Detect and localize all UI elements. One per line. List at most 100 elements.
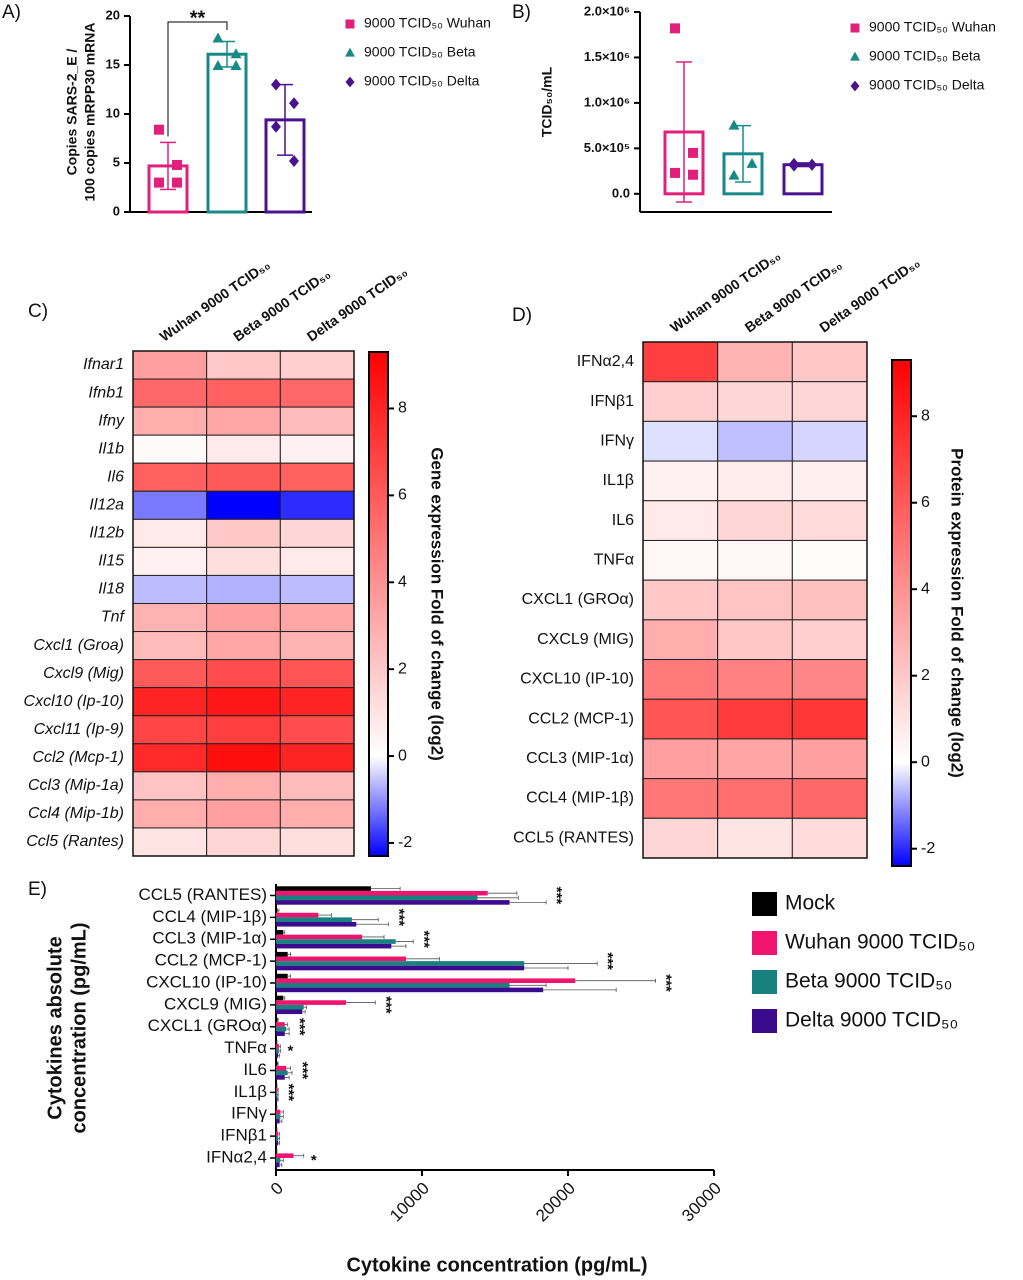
- heatmap-cell: [279, 434, 355, 464]
- bar: [276, 1031, 285, 1036]
- legend-swatch: [752, 892, 777, 916]
- point: [688, 169, 698, 180]
- point: [230, 59, 242, 70]
- y-tick-label: 5.0×10⁵: [584, 140, 630, 155]
- y-tick-label: 2.0×10⁶: [584, 3, 630, 18]
- row-label: Ifny: [98, 412, 125, 429]
- heatmap-cell: [642, 341, 719, 383]
- row-label: IL1β: [603, 472, 634, 489]
- y-tick-label: 1.0×10⁶: [584, 94, 630, 109]
- heatmap-cell: [132, 546, 208, 576]
- heatmap-cell: [642, 500, 719, 541]
- heatmap-cell: [279, 799, 355, 829]
- significance-label: ***: [599, 952, 616, 970]
- heatmap-cell: [206, 574, 281, 605]
- heatmap-cell: [717, 539, 793, 581]
- heatmap-cell: [717, 381, 793, 422]
- heatmap-cell: [206, 687, 281, 717]
- bar: [276, 1096, 278, 1102]
- y-tick-label: CXCL1 (GROα): [148, 1016, 267, 1035]
- heatmap-cell: [642, 619, 719, 661]
- bar: [276, 1083, 277, 1088]
- heatmap-cell: [791, 381, 868, 422]
- bar: [276, 895, 478, 901]
- x-tick-label: 20000: [532, 1179, 579, 1226]
- point: [670, 23, 680, 34]
- row-label: Ccl5 (Rantes): [26, 833, 124, 850]
- heatmap-cell: [791, 619, 868, 661]
- heatmap-cell: [206, 434, 281, 464]
- heatmap-cell: [206, 350, 281, 380]
- bar: [276, 908, 278, 913]
- legend-label: 9000 TCID₅₀ Wuhan: [869, 19, 996, 35]
- bar: [276, 961, 525, 966]
- heatmap-cell: [206, 799, 281, 829]
- heatmap-cell: [132, 715, 208, 745]
- significance-label: ***: [548, 887, 565, 905]
- heatmap-cell: [717, 778, 793, 819]
- point: [728, 169, 740, 180]
- heatmap-cell: [206, 378, 281, 408]
- heatmap-cell: [279, 687, 355, 717]
- bar: [276, 1039, 277, 1045]
- row-label: Cxcl10 (Ip-10): [24, 693, 124, 710]
- heatmap-cell: [279, 659, 355, 689]
- bar: [276, 1092, 278, 1097]
- point: [746, 157, 758, 168]
- bar: [276, 983, 510, 988]
- bar: [276, 987, 544, 993]
- significance-label: ***: [294, 1062, 311, 1080]
- heatmap-cell: [791, 460, 868, 502]
- x-tick-label: 10000: [386, 1179, 433, 1226]
- heatmap-cell: [132, 378, 208, 408]
- heatmap-cell: [717, 579, 793, 621]
- bar: [276, 956, 406, 962]
- significance-label: ***: [658, 974, 675, 992]
- bar: [276, 1053, 279, 1058]
- legend-label: Wuhan 9000 TCID₅₀: [785, 931, 975, 954]
- legend-label: 9000 TCID₅₀ Beta: [869, 48, 981, 64]
- legend-swatch: [752, 970, 777, 994]
- legend-marker: [850, 23, 860, 33]
- heatmap-cell: [132, 743, 208, 773]
- row-label: CCL4 (MIP-1β): [526, 790, 634, 807]
- heatmap-cell: [642, 698, 719, 740]
- row-label: IL6: [612, 512, 634, 529]
- colorbar-tick-label: 8: [921, 407, 930, 424]
- heatmap-cell: [642, 539, 719, 581]
- row-label: Cxcl9 (Mig): [43, 665, 124, 682]
- row-label: IFNγ: [600, 432, 634, 449]
- bar: [276, 1114, 281, 1119]
- x-tick-label: 30000: [678, 1179, 725, 1226]
- heatmap-cell: [132, 631, 208, 661]
- heatmap-cell: [132, 687, 208, 717]
- heatmap-cell: [279, 827, 355, 857]
- y-tick-label: CCL5 (RANTES): [139, 885, 267, 904]
- bar: [276, 1140, 279, 1146]
- y-tick-label: IL6: [243, 1060, 267, 1079]
- bar: [276, 943, 392, 949]
- panel-label: E): [28, 879, 47, 900]
- colorbar-label: Protein expression Fold of change (log2): [948, 448, 967, 778]
- heatmap-cell: [642, 420, 719, 462]
- significance-label: **: [190, 7, 206, 29]
- heatmap-cell: [791, 341, 868, 383]
- legend-label: 9000 TCID₅₀ Beta: [364, 44, 476, 60]
- heatmap-cell: [132, 827, 208, 857]
- colorbar-tick-label: 0: [921, 753, 930, 770]
- row-label: Ccl2 (Mcp-1): [32, 749, 124, 766]
- heatmap-cell: [717, 420, 793, 462]
- row-label: CXCL10 (IP-10): [520, 671, 634, 688]
- heatmap-frame: [642, 341, 868, 859]
- heatmap-cell: [206, 546, 281, 576]
- heatmap-cell: [279, 350, 355, 380]
- row-label: Tnf: [101, 609, 126, 626]
- bar: [276, 1148, 277, 1154]
- bar: [276, 934, 363, 940]
- row-label: Cxcl1 (Groa): [33, 637, 124, 654]
- bar: [276, 1158, 281, 1163]
- legend-label: 9000 TCID₅₀ Delta: [869, 77, 985, 93]
- significance-label: ***: [377, 996, 394, 1014]
- point: [230, 48, 242, 59]
- y-axis-label: Copies SARS-2_E /: [64, 48, 80, 175]
